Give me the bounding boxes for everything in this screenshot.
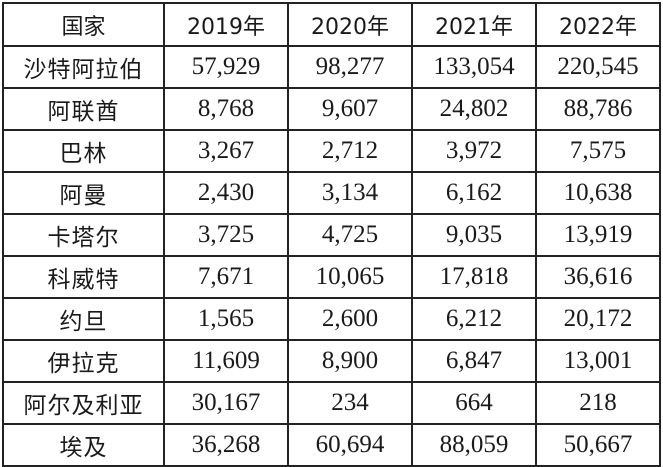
value-cell: 2,712 [287,129,413,173]
table-row: 沙特阿拉伯 57,929 98,277 133,054 220,545 [2,45,661,89]
table-row: 阿联酋 8,768 9,607 24,802 88,786 [2,87,661,131]
value-cell: 7,575 [535,129,661,173]
table-row: 巴林 3,267 2,712 3,972 7,575 [2,129,661,173]
value-cell: 8,768 [163,87,289,131]
value-cell: 98,277 [287,45,413,89]
value-cell: 4,725 [287,213,413,257]
value-cell: 30,167 [163,381,289,425]
table-row: 卡塔尔 3,725 4,725 9,035 13,919 [2,213,661,257]
value-cell: 57,929 [163,45,289,89]
table-row: 科威特 7,671 10,065 17,818 36,616 [2,255,661,299]
value-cell: 3,972 [411,129,537,173]
value-cell: 2,430 [163,171,289,215]
country-cell: 伊拉克 [2,339,165,383]
value-cell: 50,667 [535,423,661,467]
value-cell: 3,267 [163,129,289,173]
header-cell-2022: 2022年 [535,2,661,47]
value-cell: 3,134 [287,171,413,215]
value-cell: 218 [535,381,661,425]
value-cell: 3,725 [163,213,289,257]
table-row: 阿尔及利亚 30,167 234 664 218 [2,381,661,425]
value-cell: 220,545 [535,45,661,89]
table-row: 伊拉克 11,609 8,900 6,847 13,001 [2,339,661,383]
value-cell: 10,065 [287,255,413,299]
header-cell-2021: 2021年 [411,2,537,47]
value-cell: 13,001 [535,339,661,383]
value-cell: 2,600 [287,297,413,341]
value-cell: 133,054 [411,45,537,89]
value-cell: 20,172 [535,297,661,341]
value-cell: 664 [411,381,537,425]
table-row: 约旦 1,565 2,600 6,212 20,172 [2,297,661,341]
country-cell: 卡塔尔 [2,213,165,257]
header-row: 国家 2019年 2020年 2021年 2022年 [2,2,661,47]
value-cell: 234 [287,381,413,425]
value-cell: 36,616 [535,255,661,299]
country-cell: 科威特 [2,255,165,299]
table-row: 埃及 36,268 60,694 88,059 50,667 [2,423,661,467]
country-cell: 阿曼 [2,171,165,215]
country-cell: 约旦 [2,297,165,341]
value-cell: 7,671 [163,255,289,299]
country-cell: 沙特阿拉伯 [2,45,165,89]
value-cell: 36,268 [163,423,289,467]
value-cell: 88,059 [411,423,537,467]
value-cell: 9,607 [287,87,413,131]
value-cell: 10,638 [535,171,661,215]
value-cell: 17,818 [411,255,537,299]
value-cell: 1,565 [163,297,289,341]
value-cell: 6,162 [411,171,537,215]
header-cell-country: 国家 [2,2,165,47]
country-cell: 埃及 [2,423,165,467]
value-cell: 6,212 [411,297,537,341]
country-cell: 阿联酋 [2,87,165,131]
value-cell: 6,847 [411,339,537,383]
table-body: 沙特阿拉伯 57,929 98,277 133,054 220,545 阿联酋 8,768 9… [2,45,661,467]
value-cell: 88,786 [535,87,661,131]
table-row: 阿曼 2,430 3,134 6,162 10,638 [2,171,661,215]
value-cell: 9,035 [411,213,537,257]
value-cell: 11,609 [163,339,289,383]
value-cell: 24,802 [411,87,537,131]
value-cell: 13,919 [535,213,661,257]
header-cell-2020: 2020年 [287,2,413,47]
country-cell: 阿尔及利亚 [2,381,165,425]
header-cell-2019: 2019年 [163,2,289,47]
country-cell: 巴林 [2,129,165,173]
value-cell: 60,694 [287,423,413,467]
value-cell: 8,900 [287,339,413,383]
